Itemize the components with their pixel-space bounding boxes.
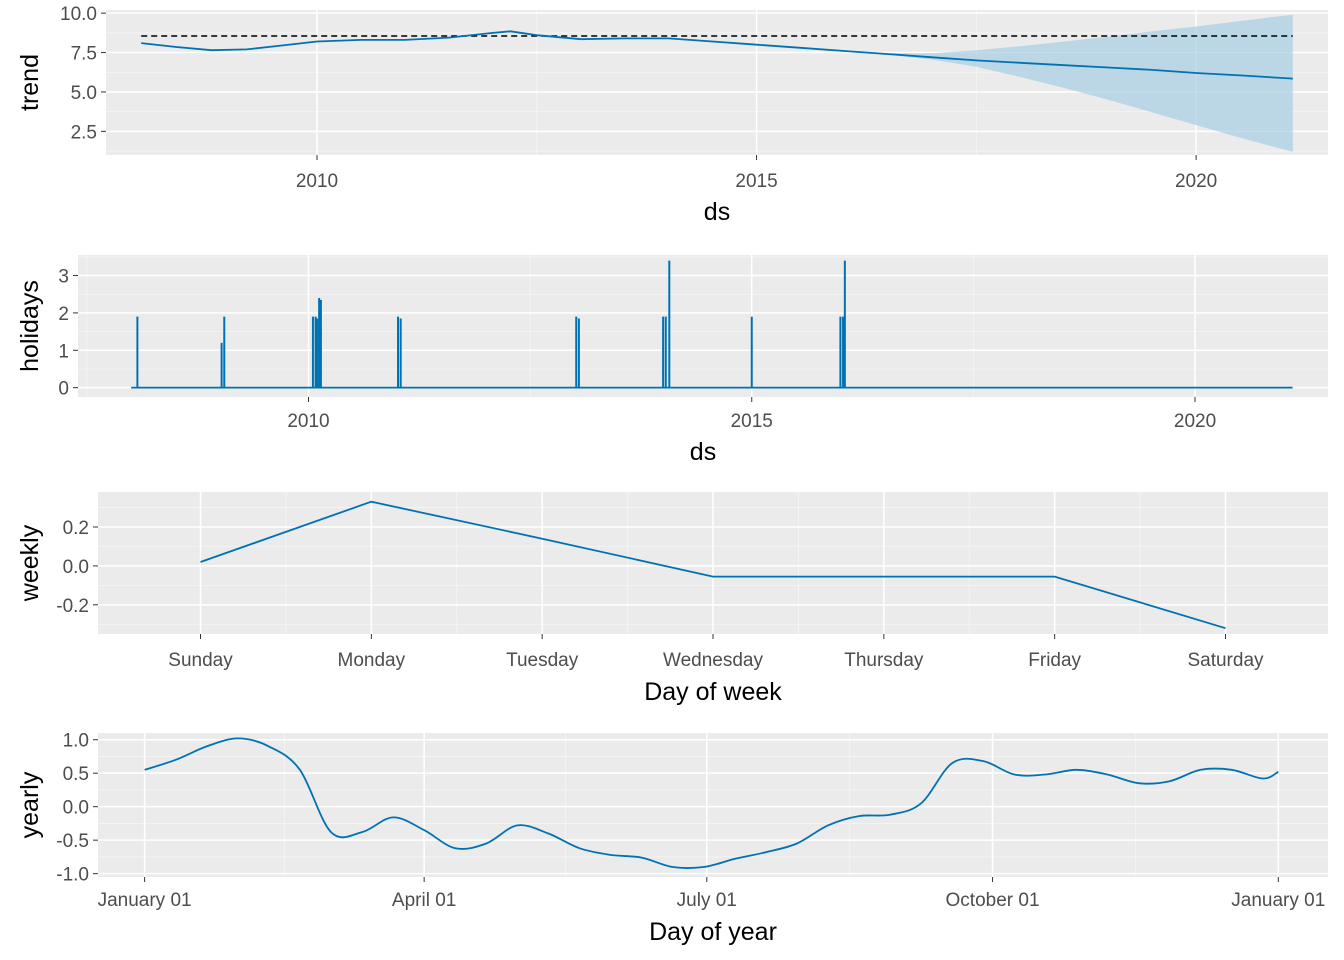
weekly-xtick-label: Sunday xyxy=(168,650,233,671)
holidays-plot-background xyxy=(78,255,1328,397)
trend-ytick-label: 2.5 xyxy=(71,122,97,143)
yearly-xtick-label: October 01 xyxy=(946,890,1040,911)
weekly-xtick-label: Tuesday xyxy=(506,650,579,671)
trend-uncertainty-band xyxy=(888,14,1293,152)
yearly-ytick-label: 0.5 xyxy=(63,764,89,785)
yearly-ytick-label: -0.5 xyxy=(56,831,89,852)
trend-xtick-label: 2015 xyxy=(735,171,777,192)
trend-ytick-label: 7.5 xyxy=(71,44,97,65)
trend-xtick-label: 2010 xyxy=(296,171,338,192)
yearly-xtick-label: July 01 xyxy=(677,890,737,911)
holidays-ytick-label: 1 xyxy=(58,341,69,362)
holidays-ytick-label: 2 xyxy=(58,304,69,325)
weekly-x-axis-title: Day of week xyxy=(644,678,782,706)
weekly-y-axis-title: weekly xyxy=(16,524,44,602)
weekly-ytick-label: 0.0 xyxy=(63,557,89,578)
weekly-ytick-label: 0.2 xyxy=(63,518,89,539)
trend-x-axis-title: ds xyxy=(704,198,730,226)
trend-ytick-label: 5.0 xyxy=(71,83,97,104)
weekly-line xyxy=(200,500,1226,630)
weekly-xtick-label: Friday xyxy=(1028,650,1081,671)
yearly-line xyxy=(144,737,1279,869)
holidays-xtick-label: 2010 xyxy=(287,411,329,432)
yearly-xtick-label: April 01 xyxy=(392,890,456,911)
holidays-xtick-label: 2020 xyxy=(1174,411,1216,432)
yearly-ytick-label: 1.0 xyxy=(63,731,89,752)
yearly-panel: -1.0 -0.5 0.0 0.5 1.0 January 01 April 01 July … xyxy=(16,731,1328,946)
yearly-ytick-label: -1.0 xyxy=(56,865,89,886)
yearly-xtick-label: January 01 xyxy=(98,890,192,911)
trend-xtick-label: 2020 xyxy=(1175,171,1217,192)
trend-line xyxy=(141,30,1293,80)
yearly-x-axis-title: Day of year xyxy=(649,918,777,946)
holidays-y-axis-title: holidays xyxy=(16,280,44,372)
holidays-x-axis-title: ds xyxy=(690,438,716,466)
weekly-xtick-label: Thursday xyxy=(844,650,924,671)
trend-panel: 2.5 5.0 7.5 10.0 2010 2015 2020 ds trend xyxy=(16,4,1328,226)
yearly-xtick-label: January 01 xyxy=(1231,890,1325,911)
weekly-xtick-label: Monday xyxy=(338,650,406,671)
yearly-y-axis-title: yearly xyxy=(16,771,44,838)
weekly-ytick-label: -0.2 xyxy=(56,596,89,617)
weekly-xtick-label: Wednesday xyxy=(663,650,763,671)
holidays-xtick-label: 2015 xyxy=(731,411,773,432)
holidays-panel: 0 1 2 3 2010 2015 2020 ds holidays xyxy=(16,255,1328,466)
trend-ytick-label: 10.0 xyxy=(60,4,97,25)
trend-y-axis-title: trend xyxy=(16,54,44,111)
holidays-ytick-label: 0 xyxy=(58,379,69,400)
weekly-panel: -0.2 0.0 0.2 Sunday Monday Tuesday Wednesday Th… xyxy=(16,492,1328,706)
yearly-plot-background xyxy=(98,733,1328,877)
yearly-ytick-label: 0.0 xyxy=(63,798,89,819)
holidays-ytick-label: 3 xyxy=(58,267,69,288)
weekly-xtick-label: Saturday xyxy=(1187,650,1264,671)
